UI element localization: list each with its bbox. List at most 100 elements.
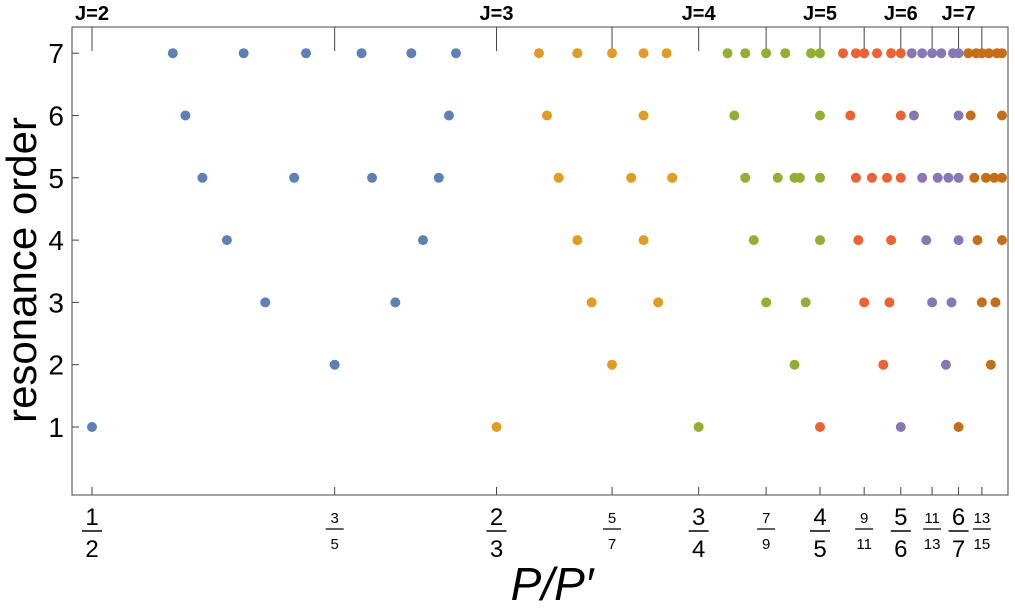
top-label: J=4: [682, 3, 717, 25]
data-point: [667, 172, 678, 183]
data-point: [740, 172, 751, 183]
data-point: [661, 48, 672, 59]
data-point: [815, 48, 825, 59]
data-point: [989, 172, 1000, 183]
data-point: [881, 172, 892, 183]
data-point: [953, 235, 964, 246]
data-point: [794, 172, 805, 183]
y-tick-label: 2: [48, 350, 64, 381]
x-tick-numerator: 2: [490, 504, 503, 531]
data-point: [895, 48, 906, 59]
data-point: [850, 172, 861, 183]
data-point: [997, 235, 1007, 246]
x-tick-numerator: 5: [608, 510, 616, 527]
data-point: [87, 422, 97, 432]
data-point: [729, 110, 740, 121]
y-axis-label: resonance order: [0, 117, 45, 423]
data-point: [815, 172, 825, 183]
data-point: [850, 48, 861, 59]
data-point: [936, 48, 947, 59]
data-point: [780, 48, 791, 59]
data-point: [878, 359, 889, 370]
data-point: [180, 110, 191, 121]
data-point: [238, 48, 249, 59]
x-tick-numerator: 6: [952, 504, 965, 531]
data-point: [806, 48, 817, 59]
x-tick-numerator: 11: [924, 510, 940, 527]
data-point: [542, 110, 552, 121]
data-point: [838, 48, 849, 59]
data-point: [895, 172, 906, 183]
data-point: [895, 110, 906, 121]
data-point: [976, 48, 987, 59]
data-point: [329, 359, 340, 370]
top-label: J=7: [942, 3, 976, 25]
data-point: [167, 48, 178, 59]
data-point: [953, 110, 964, 121]
data-point: [626, 172, 637, 183]
data-point: [772, 172, 783, 183]
data-point: [965, 110, 976, 121]
data-point: [997, 110, 1007, 121]
data-point: [872, 48, 883, 59]
x-tick-numerator: 13: [974, 510, 991, 527]
data-point: [953, 422, 964, 432]
data-point: [740, 48, 751, 59]
data-point: [886, 235, 897, 246]
data-point: [301, 48, 312, 59]
data-point: [940, 359, 951, 370]
x-tick-numerator: 9: [860, 510, 868, 527]
data-point: [406, 48, 417, 59]
data-point: [815, 235, 825, 246]
data-point: [980, 172, 991, 183]
data-point: [953, 48, 964, 59]
data-point: [906, 48, 917, 59]
data-point: [927, 48, 938, 59]
data-point: [197, 172, 208, 183]
data-point: [884, 297, 895, 308]
x-tick-numerator: 3: [692, 504, 705, 531]
x-tick-denominator: 13: [924, 536, 941, 553]
x-tick-numerator: 1: [85, 504, 98, 531]
data-point: [963, 48, 974, 59]
data-point: [921, 235, 932, 246]
x-tick-denominator: 7: [952, 536, 965, 563]
data-point: [761, 48, 772, 59]
data-point: [845, 110, 856, 121]
data-point: [859, 297, 870, 308]
x-tick-denominator: 2: [85, 536, 98, 563]
x-tick-denominator: 11: [856, 536, 872, 553]
data-point: [586, 297, 597, 308]
data-point: [553, 172, 564, 183]
data-point: [417, 235, 428, 246]
data-point: [607, 48, 618, 59]
x-tick-numerator: 3: [330, 510, 338, 527]
data-point: [443, 110, 454, 121]
data-point: [983, 48, 994, 59]
data-point: [969, 172, 980, 183]
data-point: [866, 172, 877, 183]
data-point: [693, 422, 704, 432]
data-point: [932, 172, 943, 183]
data-point: [390, 297, 401, 308]
x-tick-denominator: 5: [330, 536, 338, 553]
axis-ticks: 1 2 3 4 5 6 7 1 2 3 5 2 3 5 7 3 4 7 9 4 5 9 11 5 6 11 13 6 7 13 15: [48, 27, 991, 563]
data-point: [997, 172, 1007, 183]
data-point: [815, 422, 825, 432]
data-point: [886, 48, 897, 59]
data-points: [87, 48, 1007, 432]
x-tick-denominator: 6: [894, 536, 907, 563]
data-point: [260, 297, 271, 308]
data-point: [607, 359, 618, 370]
data-point: [638, 110, 649, 121]
x-tick-denominator: 3: [490, 536, 503, 563]
data-point: [859, 48, 870, 59]
x-tick-numerator: 5: [894, 504, 907, 531]
x-tick-denominator: 4: [692, 536, 705, 563]
data-point: [572, 48, 583, 59]
top-label: J=2: [75, 3, 109, 25]
data-point: [761, 297, 772, 308]
data-point: [789, 359, 800, 370]
data-point: [917, 48, 928, 59]
